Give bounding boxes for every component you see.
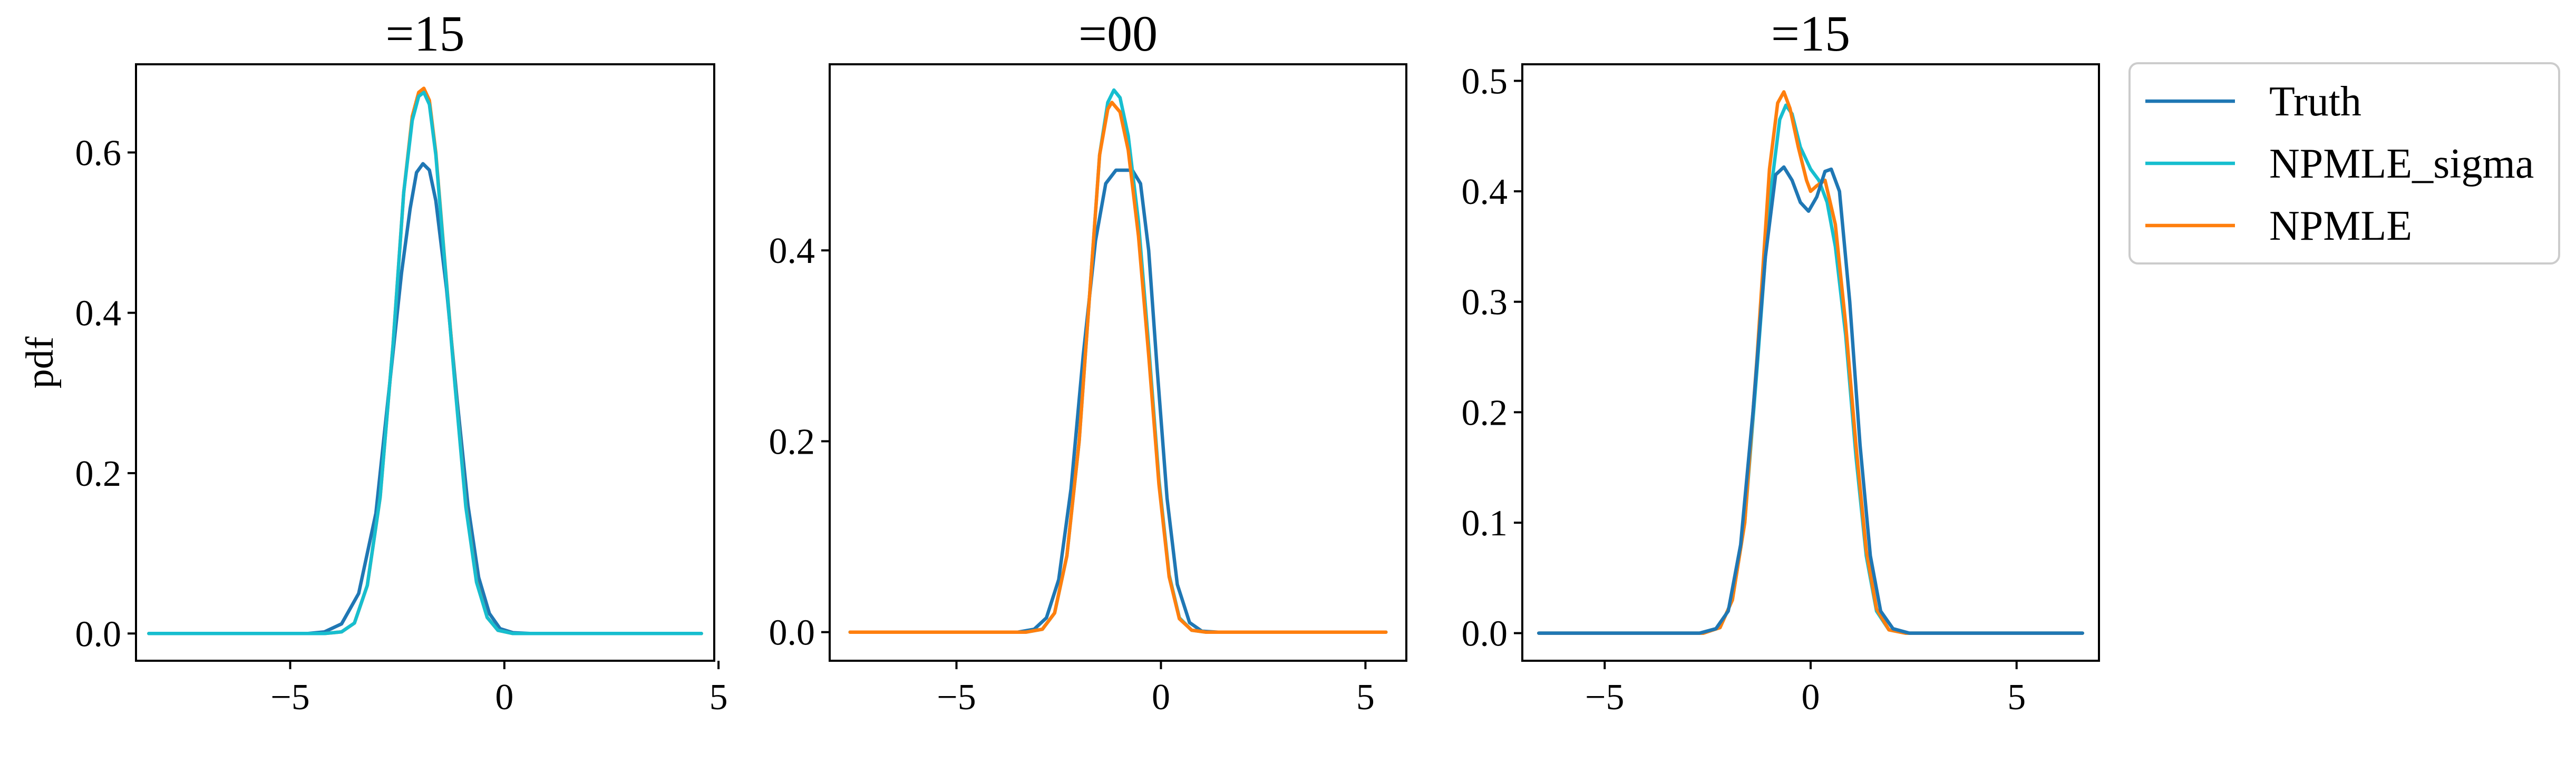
y-tick-label: 0.4	[1462, 172, 1508, 212]
y-axis-label: pdf	[18, 336, 62, 388]
legend-entry-truth: Truth	[2145, 79, 2361, 125]
y-tick-label: 0.1	[1462, 503, 1508, 544]
legend-entry-npmle: NPMLE	[2145, 203, 2412, 249]
series-line-npmle-sigma	[147, 91, 703, 635]
subplot-title: =00	[1078, 5, 1158, 62]
y-tick-label: 0.4	[769, 231, 815, 271]
legend-label: NPMLE_sigma	[2269, 141, 2534, 187]
subplot-3: −5 0 5 0.0 0.1 0.2 0.3 0.4 0.5 =15	[1462, 5, 2100, 718]
y-tick-label: 0.2	[75, 454, 122, 494]
y-tick-label: 0.5	[1462, 61, 1508, 102]
x-tick-label: −5	[1585, 677, 1624, 718]
legend-label: Truth	[2269, 79, 2361, 125]
axes-frame	[829, 63, 1407, 662]
x-tick-label: 0	[1802, 677, 1820, 718]
y-tick-label: 0.3	[1462, 282, 1508, 323]
y-tick-label: 0.4	[75, 293, 122, 334]
x-tick-label: 5	[709, 677, 728, 718]
x-tick-label: 0	[1152, 677, 1170, 718]
y-tick-label: 0.0	[769, 613, 815, 653]
series-line-truth	[1537, 165, 2084, 635]
legend-frame	[2128, 62, 2560, 265]
x-tick-label: 5	[1356, 677, 1375, 718]
axes-frame	[135, 63, 715, 662]
series-line-truth	[147, 162, 703, 635]
legend: Truth NPMLE_sigma NPMLE	[2128, 62, 2560, 265]
subplot-title: =15	[385, 5, 464, 62]
subplot-title: =15	[1771, 5, 1850, 62]
y-tick-label: 0.2	[769, 422, 815, 462]
x-tick-label: −5	[937, 677, 976, 718]
legend-entry-npmle-sigma: NPMLE_sigma	[2145, 141, 2534, 187]
x-tick-label: 5	[2007, 677, 2026, 718]
y-tick-label: 0.6	[75, 133, 122, 173]
legend-label: NPMLE	[2269, 203, 2412, 249]
series-line-truth	[848, 168, 1388, 634]
series-line-npmle	[848, 101, 1388, 634]
x-tick-label: 0	[495, 677, 513, 718]
x-tick-label: −5	[270, 677, 309, 718]
subplot-2: −5 0 5 0.0 0.2 0.4 =00	[769, 5, 1407, 718]
y-tick-label: 0.2	[1462, 393, 1508, 433]
y-tick-label: 0.0	[1462, 614, 1508, 654]
y-tick-label: 0.0	[75, 614, 122, 654]
subplot-1: −5 0 5 0.0 0.2 0.4 0.6 =15 pdf	[18, 5, 728, 718]
